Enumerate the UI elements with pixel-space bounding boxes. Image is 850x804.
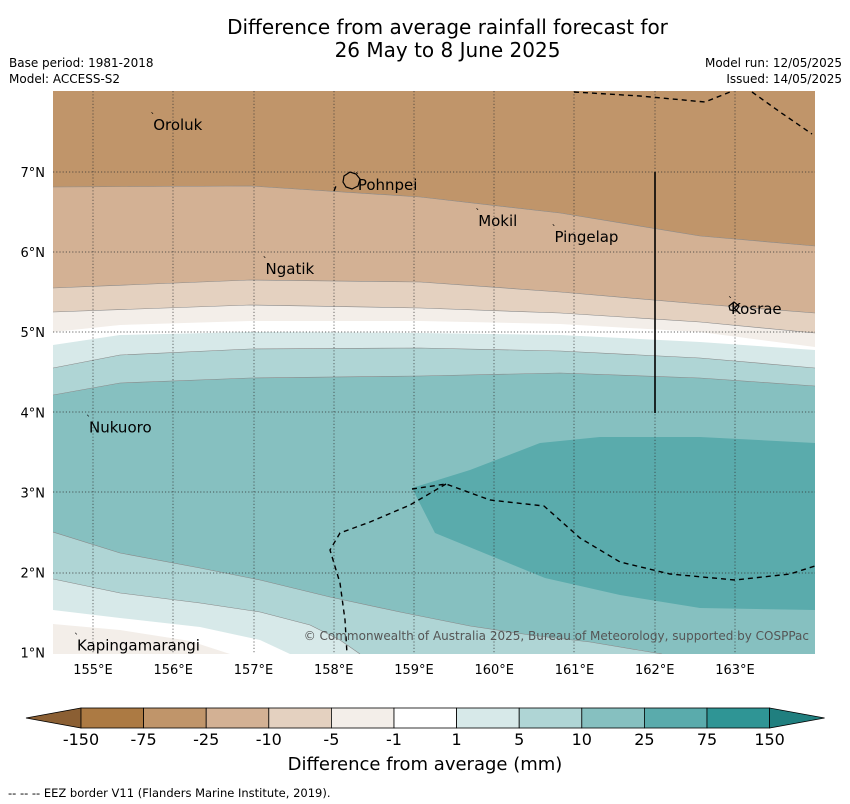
lower-band-minus-5 bbox=[53, 624, 230, 654]
colorbar-tick-label: -1 bbox=[386, 730, 402, 749]
place-label: Kosrae bbox=[731, 300, 782, 318]
latitude-labels: 7°N 6°N 5°N 4°N 3°N 2°N 1°N bbox=[21, 166, 46, 662]
longitude-label: 162°E bbox=[635, 663, 675, 678]
longitude-label: 161°E bbox=[555, 663, 595, 678]
colorbar-tick-label: -5 bbox=[323, 730, 339, 749]
colorbar-tick-label: 150 bbox=[754, 730, 785, 749]
place-marker: ˋ bbox=[355, 171, 360, 183]
place-marker: ˋ bbox=[150, 111, 155, 123]
place-marker: ˋ bbox=[475, 207, 480, 219]
island-outlines bbox=[342, 171, 740, 312]
longitude-label: 160°E bbox=[474, 663, 514, 678]
rainfall-anomaly-fill bbox=[53, 91, 815, 654]
latitude-label: 3°N bbox=[21, 486, 46, 501]
colorbar bbox=[25, 707, 825, 729]
place-marker: ˋ bbox=[728, 295, 733, 307]
longitude-label: 156°E bbox=[153, 663, 193, 678]
band-minus-25 bbox=[53, 186, 815, 313]
kosrae-outline bbox=[728, 301, 740, 312]
colorbar-swatch bbox=[143, 707, 207, 729]
colorbar-tick-label: 25 bbox=[634, 730, 654, 749]
longitude-label: 163°E bbox=[715, 663, 755, 678]
band-plus-25 bbox=[412, 437, 815, 610]
colorbar-tick-label: 1 bbox=[452, 730, 462, 749]
colorbar-swatch bbox=[456, 707, 520, 729]
longitude-label: 158°E bbox=[314, 663, 354, 678]
colorbar-swatch bbox=[581, 707, 645, 729]
latitude-label: 2°N bbox=[21, 567, 46, 582]
latitude-label: 4°N bbox=[21, 406, 46, 421]
place-label: Mokil bbox=[478, 212, 517, 230]
colorbar-swatch bbox=[393, 707, 457, 729]
colorbar-tick-label: 75 bbox=[697, 730, 717, 749]
place-label: Kapingamarangi bbox=[77, 637, 200, 655]
colorbar-tick-label: -10 bbox=[256, 730, 282, 749]
place-label: Pohnpei bbox=[358, 176, 418, 194]
place-marker: ˋ bbox=[263, 255, 268, 267]
place-marker: ˋ bbox=[551, 223, 556, 235]
colorbar-swatch bbox=[268, 707, 332, 729]
colorbar-swatch bbox=[644, 707, 708, 729]
colorbar-title: Difference from average (mm) bbox=[287, 754, 563, 775]
eez-border-lines bbox=[329, 91, 815, 654]
colorbar-tick-label: -75 bbox=[131, 730, 157, 749]
map-title-line-1: Difference from average rainfall forecas… bbox=[227, 15, 668, 39]
base-period-label: Base period: 1981-2018 bbox=[9, 56, 154, 70]
colorbar-swatch bbox=[80, 707, 144, 729]
band-plus-5 bbox=[53, 348, 815, 395]
latitude-label: 5°N bbox=[21, 326, 46, 341]
colorbar-tick-label: -150 bbox=[63, 730, 99, 749]
place-marker: ˋ bbox=[74, 632, 79, 644]
model-run-label: Model run: 12/05/2025 bbox=[704, 56, 842, 70]
latitude-label: 7°N bbox=[21, 166, 46, 181]
longitude-labels: 155°E 156°E 157°E 158°E 159°E 160°E 161°E 162°E… bbox=[73, 663, 755, 678]
place-label: Ngatik bbox=[266, 260, 315, 278]
colorbar-swatch bbox=[330, 707, 395, 729]
colorbar-swatch bbox=[518, 707, 583, 729]
band-minus-10 bbox=[53, 280, 815, 333]
place-marker: ˋ bbox=[86, 414, 91, 426]
colorbar-swatch bbox=[205, 707, 270, 729]
latitude-label: 1°N bbox=[21, 647, 46, 662]
place-label: Oroluk bbox=[153, 116, 202, 134]
eez-border-footnote: -- -- -- EEZ border V11 (Flanders Marine… bbox=[8, 786, 331, 800]
contour-lines bbox=[53, 185, 815, 654]
longitude-label: 155°E bbox=[73, 663, 113, 678]
colorbar-tick-labels: -150 -75 -25 -10 -5 -1 1 5 10 25 75 150 bbox=[63, 730, 785, 749]
latitude-label: 6°N bbox=[21, 246, 46, 261]
colorbar-tick-label: -25 bbox=[193, 730, 219, 749]
longitude-label: 159°E bbox=[394, 663, 434, 678]
colorbar-low-extension bbox=[25, 707, 82, 729]
place-label: Pingelap bbox=[554, 228, 618, 246]
band-minus-5 bbox=[53, 305, 815, 347]
place-label: Nukuoro bbox=[89, 419, 152, 437]
band-minus-75 bbox=[53, 91, 815, 246]
model-label: Model: ACCESS-S2 bbox=[9, 72, 121, 86]
issued-label: Issued: 14/05/2025 bbox=[726, 72, 842, 86]
band-plus-1 bbox=[53, 332, 815, 368]
longitude-label: 157°E bbox=[234, 663, 274, 678]
colorbar-tick-label: 5 bbox=[514, 730, 524, 749]
pohnpei-outline bbox=[342, 171, 361, 190]
colorbar-swatch bbox=[706, 707, 770, 729]
map-title-line-2: 26 May to 8 June 2025 bbox=[334, 38, 561, 62]
copyright-notice: © Commonwealth of Australia 2025, Bureau… bbox=[304, 629, 809, 643]
colorbar-high-extension bbox=[769, 707, 825, 729]
colorbar-tick-label: 10 bbox=[572, 730, 592, 749]
